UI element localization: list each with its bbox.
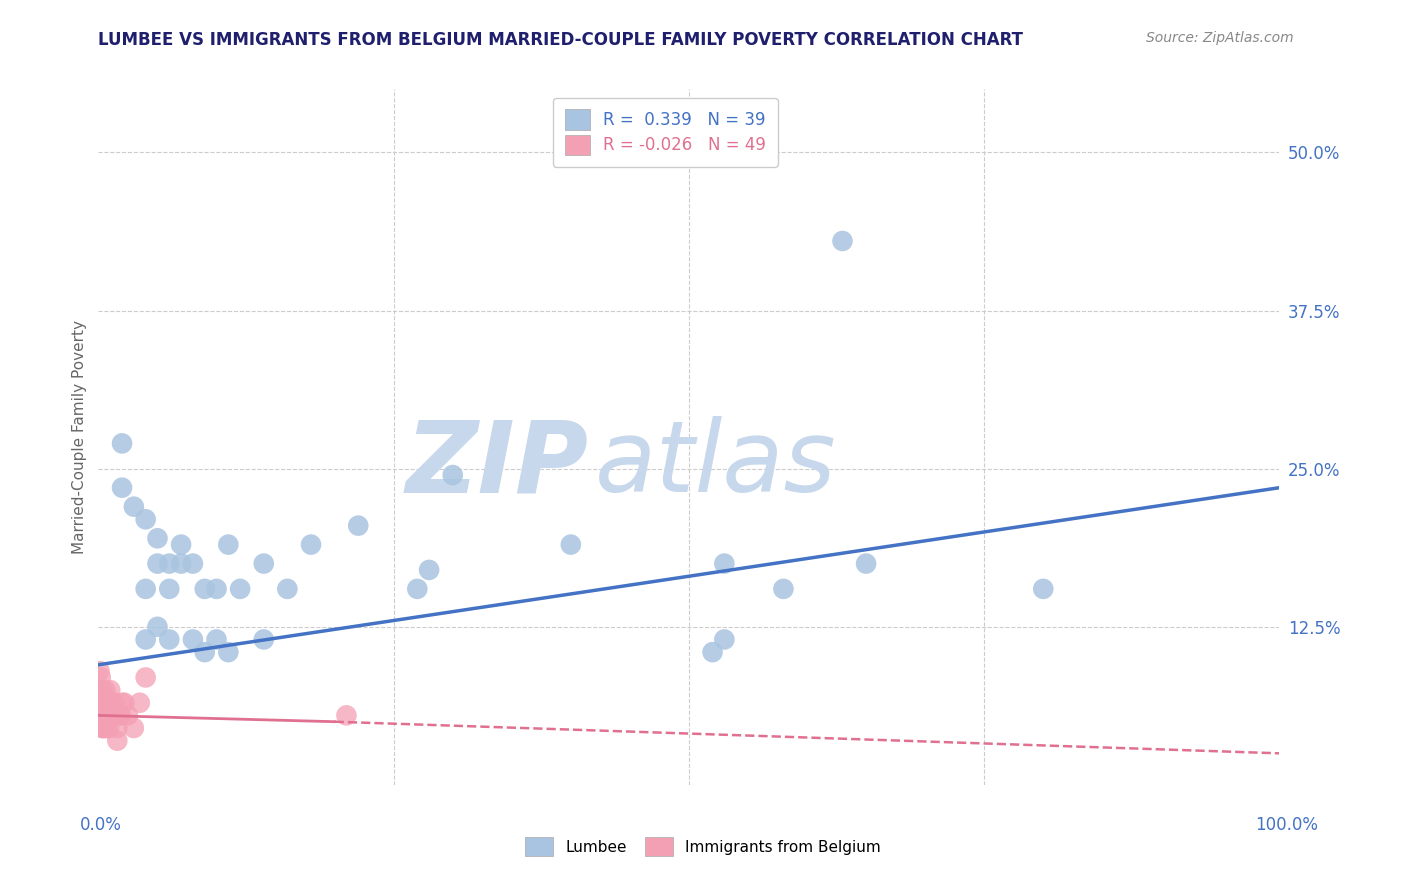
Point	[90, 670, 112, 684]
Point	[135, 582, 157, 596]
Legend: Lumbee, Immigrants from Belgium: Lumbee, Immigrants from Belgium	[519, 831, 887, 862]
Point	[100, 708, 122, 723]
Point	[418, 563, 440, 577]
Point	[772, 582, 794, 596]
Text: ZIP: ZIP	[405, 417, 589, 514]
Point	[91, 721, 114, 735]
Point	[110, 708, 132, 723]
Point	[93, 708, 115, 723]
Point	[93, 721, 115, 735]
Point	[170, 557, 193, 571]
Point	[96, 721, 118, 735]
Point	[90, 696, 112, 710]
Point	[205, 632, 228, 647]
Point	[181, 632, 204, 647]
Legend: R =  0.339   N = 39, R = -0.026   N = 49: R = 0.339 N = 39, R = -0.026 N = 49	[553, 97, 778, 167]
Point	[89, 664, 111, 678]
Point	[101, 696, 124, 710]
Point	[91, 696, 114, 710]
Point	[111, 481, 134, 495]
Point	[112, 696, 135, 710]
Point	[217, 645, 239, 659]
Text: Source: ZipAtlas.com: Source: ZipAtlas.com	[1146, 31, 1294, 45]
Point	[89, 683, 111, 698]
Point	[105, 721, 128, 735]
Y-axis label: Married-Couple Family Poverty: Married-Couple Family Poverty	[72, 320, 87, 554]
Point	[89, 683, 111, 698]
Point	[194, 582, 217, 596]
Point	[91, 721, 114, 735]
Point	[157, 582, 180, 596]
Point	[194, 645, 217, 659]
Point	[89, 708, 111, 723]
Point	[181, 557, 204, 571]
Point	[98, 683, 121, 698]
Point	[98, 708, 121, 723]
Point	[276, 582, 298, 596]
Point	[135, 512, 157, 526]
Point	[560, 538, 582, 552]
Point	[347, 518, 370, 533]
Point	[93, 696, 115, 710]
Point	[91, 708, 114, 723]
Point	[100, 708, 122, 723]
Point	[94, 708, 117, 723]
Point	[441, 468, 464, 483]
Point	[94, 683, 117, 698]
Point	[146, 531, 169, 545]
Point	[253, 557, 276, 571]
Point	[146, 557, 169, 571]
Point	[157, 632, 180, 647]
Point	[855, 557, 877, 571]
Point	[135, 632, 157, 647]
Point	[117, 708, 139, 723]
Point	[103, 696, 125, 710]
Point	[217, 538, 239, 552]
Point	[98, 696, 121, 710]
Point	[101, 708, 124, 723]
Point	[90, 683, 112, 698]
Point	[96, 708, 118, 723]
Text: LUMBEE VS IMMIGRANTS FROM BELGIUM MARRIED-COUPLE FAMILY POVERTY CORRELATION CHAR: LUMBEE VS IMMIGRANTS FROM BELGIUM MARRIE…	[98, 31, 1024, 49]
Point	[91, 683, 114, 698]
Point	[122, 721, 145, 735]
Point	[299, 538, 322, 552]
Point	[122, 500, 145, 514]
Point	[91, 708, 114, 723]
Point	[111, 696, 134, 710]
Point	[170, 538, 193, 552]
Point	[97, 708, 120, 723]
Point	[104, 708, 127, 723]
Point	[406, 582, 429, 596]
Point	[97, 708, 120, 723]
Point	[105, 733, 128, 747]
Point	[111, 436, 134, 450]
Point	[146, 620, 169, 634]
Point	[128, 696, 150, 710]
Point	[229, 582, 252, 596]
Point	[1032, 582, 1054, 596]
Point	[96, 696, 118, 710]
Point	[253, 632, 276, 647]
Point	[702, 645, 724, 659]
Point	[831, 234, 853, 248]
Point	[94, 708, 117, 723]
Point	[335, 708, 357, 723]
Text: 100.0%: 100.0%	[1256, 816, 1317, 834]
Point	[97, 696, 120, 710]
Point	[105, 708, 128, 723]
Point	[713, 632, 735, 647]
Point	[103, 696, 125, 710]
Point	[98, 721, 121, 735]
Point	[135, 670, 157, 684]
Point	[157, 557, 180, 571]
Text: atlas: atlas	[595, 417, 837, 514]
Point	[98, 696, 121, 710]
Point	[108, 708, 131, 723]
Point	[713, 557, 735, 571]
Point	[205, 582, 228, 596]
Text: 0.0%: 0.0%	[80, 816, 122, 834]
